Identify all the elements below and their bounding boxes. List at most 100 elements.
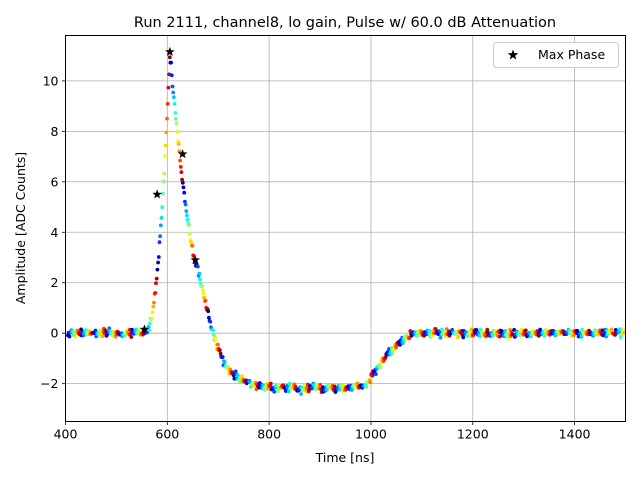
data-point	[161, 191, 165, 196]
y-tick-label: 4	[51, 225, 59, 240]
data-point	[218, 348, 222, 352]
data-point	[332, 384, 337, 389]
y-tick-label: 10	[43, 73, 59, 88]
data-point	[154, 276, 159, 281]
data-point	[165, 102, 170, 106]
data-point	[150, 316, 154, 321]
data-point	[173, 111, 178, 115]
data-point	[523, 328, 528, 333]
data-point	[158, 234, 163, 239]
data-point	[503, 329, 508, 333]
data-point	[147, 321, 152, 326]
data-point	[179, 170, 184, 175]
data-point	[469, 327, 474, 332]
data-point	[233, 369, 238, 374]
data-point	[211, 332, 216, 337]
data-point	[438, 335, 443, 340]
data-point	[164, 130, 169, 135]
data-point	[368, 380, 373, 385]
data-point	[166, 85, 171, 90]
data-point	[572, 333, 576, 338]
legend-label: Max Phase	[538, 47, 605, 62]
data-point	[129, 335, 134, 339]
y-tick-label: −2	[40, 376, 58, 391]
data-point	[189, 240, 194, 244]
x-tick-label: 400	[54, 427, 78, 442]
data-point	[147, 328, 152, 333]
data-point	[617, 330, 622, 335]
data-point	[182, 190, 187, 195]
data-point	[183, 199, 187, 204]
data-point	[107, 326, 112, 331]
data-point	[172, 102, 177, 106]
data-point	[538, 327, 543, 332]
data-point	[180, 177, 185, 182]
data-point	[160, 205, 165, 210]
data-point	[174, 121, 179, 126]
data-point	[159, 216, 164, 220]
data-point	[378, 365, 382, 370]
data-point	[499, 329, 504, 333]
data-point	[622, 330, 626, 335]
plot-frame	[65, 35, 626, 422]
data-point	[155, 267, 160, 272]
max-phase-star	[152, 189, 162, 199]
data-point	[337, 387, 342, 392]
max-phase-star	[177, 149, 188, 159]
x-tick-label: 1000	[355, 427, 387, 442]
data-point	[162, 171, 167, 176]
x-tick-label: 1200	[457, 427, 489, 442]
data-point	[163, 143, 168, 148]
data-point	[150, 310, 155, 315]
x-tick-label: 1400	[559, 427, 591, 442]
data-point	[213, 337, 218, 342]
x-tick-label: 600	[155, 427, 179, 442]
data-point	[268, 381, 273, 386]
chart-title: Run 2111, channel8, lo gain, Pulse w/ 60…	[134, 15, 556, 31]
data-point	[169, 73, 174, 78]
data-point	[519, 327, 524, 332]
data-point	[203, 298, 208, 303]
data-point	[416, 333, 421, 338]
data-point	[208, 319, 213, 324]
data-point	[167, 55, 172, 60]
data-point	[618, 327, 622, 331]
data-point	[183, 202, 188, 207]
data-point	[579, 335, 584, 339]
y-axis-label: Amplitude [ADC Counts]	[13, 152, 28, 304]
data-point	[157, 240, 162, 245]
data-point	[163, 154, 167, 158]
data-point	[222, 360, 227, 364]
data-point	[350, 388, 354, 392]
data-point	[171, 90, 176, 95]
max-phase-markers	[139, 46, 201, 334]
y-tick-label: 2	[51, 275, 59, 290]
max-phase-star	[139, 324, 150, 334]
data-point	[232, 376, 237, 381]
data-point	[197, 271, 202, 276]
legend-star-icon	[507, 49, 519, 60]
data-point	[477, 334, 482, 338]
data-point	[184, 209, 189, 214]
max-phase-star	[190, 255, 201, 265]
data-point	[318, 382, 323, 387]
data-point	[200, 284, 205, 288]
legend: Max Phase	[493, 42, 619, 68]
data-point	[156, 255, 161, 259]
data-point	[216, 342, 220, 347]
data-point	[235, 373, 240, 377]
data-point	[613, 333, 617, 337]
data-point	[180, 180, 185, 185]
data-point	[200, 288, 205, 293]
data-point	[178, 165, 183, 169]
data-point	[172, 95, 176, 99]
data-point	[181, 185, 186, 190]
data-point	[185, 213, 189, 218]
ticks: 400 600 800 1000 1200 1400 −2 0 2 4 6 8 10	[40, 73, 590, 441]
x-tick-label: 800	[257, 427, 281, 442]
data-point	[456, 335, 461, 339]
data-point	[355, 381, 360, 386]
max-phase-star	[165, 46, 175, 56]
data-point	[161, 179, 166, 184]
